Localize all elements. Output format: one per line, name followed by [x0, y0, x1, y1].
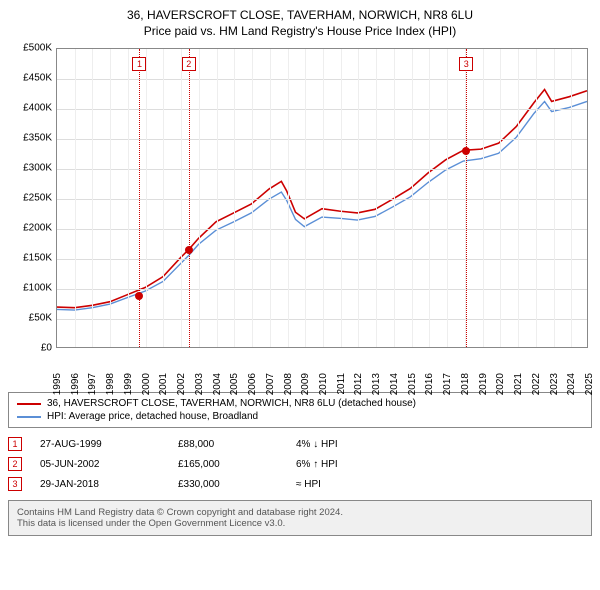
- x-gridline: [500, 49, 501, 347]
- marker-row-price: £165,000: [178, 459, 278, 470]
- legend-swatch: [17, 403, 41, 405]
- series-line: [57, 101, 587, 310]
- legend: 36, HAVERSCROFT CLOSE, TAVERHAM, NORWICH…: [8, 392, 592, 428]
- y-axis-label: £400K: [8, 103, 52, 114]
- y-gridline: [57, 109, 587, 110]
- x-gridline: [571, 49, 572, 347]
- x-gridline: [447, 49, 448, 347]
- y-gridline: [57, 259, 587, 260]
- x-gridline: [110, 49, 111, 347]
- y-axis-label: £350K: [8, 133, 52, 144]
- marker-row-date: 29-JAN-2018: [40, 479, 160, 490]
- legend-swatch: [17, 416, 41, 418]
- y-axis-label: £200K: [8, 223, 52, 234]
- y-gridline: [57, 229, 587, 230]
- series-svg: [57, 49, 587, 347]
- plot-area: 1 2 3: [56, 48, 588, 348]
- x-gridline: [181, 49, 182, 347]
- marker-line: [466, 49, 467, 347]
- y-gridline: [57, 319, 587, 320]
- x-gridline: [128, 49, 129, 347]
- y-gridline: [57, 289, 587, 290]
- y-axis-label: £50K: [8, 313, 52, 324]
- markers-table: 1 27-AUG-1999 £88,000 4% ↓ HPI 2 05-JUN-2002 £…: [8, 434, 592, 494]
- footer-attribution: Contains HM Land Registry data © Crown c…: [8, 500, 592, 536]
- x-gridline: [394, 49, 395, 347]
- x-gridline: [288, 49, 289, 347]
- y-axis-label: £250K: [8, 193, 52, 204]
- marker-number-box: 2: [182, 57, 196, 71]
- marker-row-price: £330,000: [178, 479, 278, 490]
- title-line1: 36, HAVERSCROFT CLOSE, TAVERHAM, NORWICH…: [8, 8, 592, 22]
- footer-line1: Contains HM Land Registry data © Crown c…: [17, 507, 583, 518]
- marker-row-diff: 4% ↓ HPI: [296, 439, 396, 450]
- marker-point: [185, 246, 193, 254]
- marker-number-box: 1: [132, 57, 146, 71]
- x-gridline: [146, 49, 147, 347]
- legend-item: HPI: Average price, detached house, Broa…: [17, 410, 583, 423]
- x-gridline: [554, 49, 555, 347]
- x-gridline: [323, 49, 324, 347]
- x-gridline: [270, 49, 271, 347]
- x-gridline: [75, 49, 76, 347]
- marker-row: 1 27-AUG-1999 £88,000 4% ↓ HPI: [8, 434, 592, 454]
- x-gridline: [483, 49, 484, 347]
- y-gridline: [57, 139, 587, 140]
- marker-point: [135, 292, 143, 300]
- marker-row-diff: 6% ↑ HPI: [296, 459, 396, 470]
- y-gridline: [57, 199, 587, 200]
- legend-label: 36, HAVERSCROFT CLOSE, TAVERHAM, NORWICH…: [47, 398, 416, 409]
- x-gridline: [376, 49, 377, 347]
- marker-row: 3 29-JAN-2018 £330,000 ≈ HPI: [8, 474, 592, 494]
- x-gridline: [234, 49, 235, 347]
- marker-number-box: 3: [459, 57, 473, 71]
- marker-row-number: 2: [8, 457, 22, 471]
- marker-row-diff: ≈ HPI: [296, 479, 396, 490]
- x-gridline: [199, 49, 200, 347]
- y-axis-label: £0: [8, 343, 52, 354]
- y-axis-label: £150K: [8, 253, 52, 264]
- y-axis-label: £450K: [8, 73, 52, 84]
- marker-row: 2 05-JUN-2002 £165,000 6% ↑ HPI: [8, 454, 592, 474]
- x-gridline: [217, 49, 218, 347]
- chart-title: 36, HAVERSCROFT CLOSE, TAVERHAM, NORWICH…: [8, 8, 592, 38]
- x-gridline: [341, 49, 342, 347]
- marker-row-number: 3: [8, 477, 22, 491]
- x-gridline: [429, 49, 430, 347]
- marker-row-price: £88,000: [178, 439, 278, 450]
- marker-row-number: 1: [8, 437, 22, 451]
- y-axis-label: £100K: [8, 283, 52, 294]
- legend-item: 36, HAVERSCROFT CLOSE, TAVERHAM, NORWICH…: [17, 397, 583, 410]
- x-gridline: [518, 49, 519, 347]
- marker-point: [462, 147, 470, 155]
- price-chart: 1 2 3 £0 £50K £100K £150K £200K £250K £300K £350K…: [8, 44, 592, 384]
- y-gridline: [57, 79, 587, 80]
- x-gridline: [163, 49, 164, 347]
- x-gridline: [252, 49, 253, 347]
- x-gridline: [92, 49, 93, 347]
- x-gridline: [358, 49, 359, 347]
- marker-row-date: 05-JUN-2002: [40, 459, 160, 470]
- marker-row-date: 27-AUG-1999: [40, 439, 160, 450]
- legend-label: HPI: Average price, detached house, Broa…: [47, 411, 258, 422]
- y-gridline: [57, 169, 587, 170]
- title-line2: Price paid vs. HM Land Registry's House …: [8, 24, 592, 38]
- x-gridline: [305, 49, 306, 347]
- marker-line: [139, 49, 140, 347]
- marker-line: [189, 49, 190, 347]
- footer-line2: This data is licensed under the Open Gov…: [17, 518, 583, 529]
- y-axis-label: £500K: [8, 43, 52, 54]
- x-gridline: [412, 49, 413, 347]
- y-axis-label: £300K: [8, 163, 52, 174]
- x-gridline: [536, 49, 537, 347]
